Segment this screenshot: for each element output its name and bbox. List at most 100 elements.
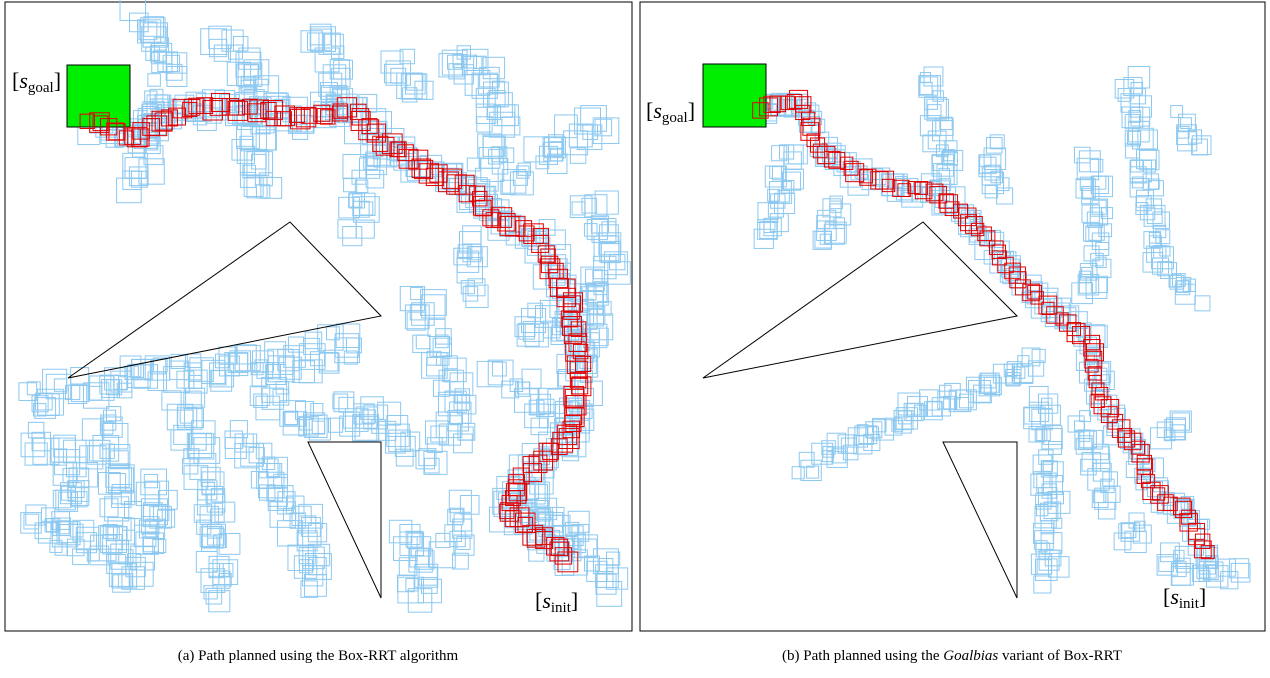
tree-box	[1124, 530, 1147, 554]
tree-box	[490, 210, 515, 235]
tree-box	[449, 507, 465, 523]
tree-box	[129, 12, 149, 33]
path-box	[336, 97, 357, 118]
tree-box	[140, 17, 166, 43]
path-box	[562, 292, 584, 313]
tree-box	[296, 530, 318, 552]
tree-box	[400, 73, 428, 100]
tree-box	[1086, 211, 1104, 228]
path-box	[320, 109, 336, 125]
caption: (a) Path planned using the Box-RRT algor…	[178, 648, 459, 664]
tree-box	[478, 197, 503, 222]
tree-box	[448, 489, 472, 513]
tree-box	[810, 118, 826, 134]
obstacle	[942, 441, 1018, 599]
tree-box	[839, 166, 862, 188]
tree-box	[842, 444, 859, 461]
tree-box	[990, 170, 1003, 184]
tree-box	[1075, 178, 1096, 199]
path-box	[1084, 334, 1101, 351]
tree-box	[304, 414, 328, 438]
tree-box	[581, 197, 598, 214]
tree-box	[1156, 554, 1179, 576]
goal-region	[702, 63, 767, 128]
tree-box	[1158, 556, 1175, 573]
tree-box	[534, 229, 549, 243]
tree-box	[45, 373, 72, 400]
tree-box	[1128, 443, 1150, 465]
tree-box	[143, 502, 163, 522]
tree-box	[1103, 425, 1124, 446]
tree-box	[1229, 558, 1250, 579]
tree-box	[52, 461, 77, 486]
bracket: ]	[1199, 584, 1206, 609]
tree-box	[305, 552, 332, 580]
tree-box	[419, 154, 443, 178]
path-box	[554, 547, 573, 565]
tree-box	[261, 387, 284, 410]
path-box	[1004, 262, 1021, 280]
tree-box	[110, 370, 133, 393]
tree-box	[1077, 273, 1100, 296]
path-box	[1038, 295, 1058, 315]
tree-box	[109, 450, 129, 470]
bracket: [	[646, 98, 653, 123]
tree-box	[1041, 427, 1063, 450]
symbol: s	[653, 98, 662, 123]
tree-box	[410, 536, 432, 557]
tree-box	[1035, 540, 1048, 553]
tree-box	[822, 198, 842, 218]
tree-box	[377, 401, 402, 426]
tree-box	[502, 481, 520, 499]
tree-box	[1025, 281, 1043, 299]
caption-text: variant of Box-RRT	[1002, 648, 1122, 664]
tree-box	[237, 62, 263, 88]
tree-box	[234, 345, 261, 372]
tree-box	[99, 498, 119, 518]
tree-box	[193, 504, 213, 523]
tree-box	[1079, 262, 1098, 281]
tree-box	[442, 357, 467, 383]
tree-box	[405, 530, 423, 548]
path-box	[960, 214, 978, 232]
path-box	[1093, 396, 1112, 415]
tree-box	[524, 237, 551, 264]
tree-box	[331, 67, 351, 88]
tree-box	[536, 398, 555, 418]
tree-box	[593, 235, 620, 262]
tree-box	[26, 381, 41, 396]
tree-box	[1095, 256, 1107, 269]
path-box	[209, 97, 228, 116]
tree-box	[31, 395, 49, 413]
tree-box	[581, 286, 604, 309]
path-box	[564, 388, 585, 409]
path-box	[550, 438, 568, 455]
path-box	[276, 111, 292, 127]
tree-box	[297, 522, 322, 547]
tree-box	[1187, 129, 1203, 144]
path-box	[1136, 469, 1151, 484]
tree-box	[521, 307, 547, 334]
path-box	[132, 122, 150, 140]
tree-box	[578, 290, 604, 316]
tree-box	[578, 538, 598, 558]
tree-box	[302, 412, 326, 435]
tree-box	[283, 345, 306, 368]
tree-box	[1074, 429, 1095, 450]
tree-box	[298, 503, 324, 529]
tree-box	[1040, 460, 1058, 478]
tree-box	[452, 54, 467, 69]
tree-box	[240, 442, 264, 467]
tree-box	[562, 525, 584, 547]
tree-box	[532, 264, 559, 290]
tree-box	[256, 362, 274, 379]
tree-box	[872, 417, 887, 433]
tree-box	[1137, 129, 1158, 151]
subscript: init	[1179, 596, 1200, 612]
path-box	[522, 524, 544, 546]
path-box	[300, 107, 317, 124]
tree-box	[457, 244, 473, 259]
tree-box	[278, 356, 302, 380]
tree-box	[143, 145, 164, 166]
tree-box	[432, 337, 452, 358]
